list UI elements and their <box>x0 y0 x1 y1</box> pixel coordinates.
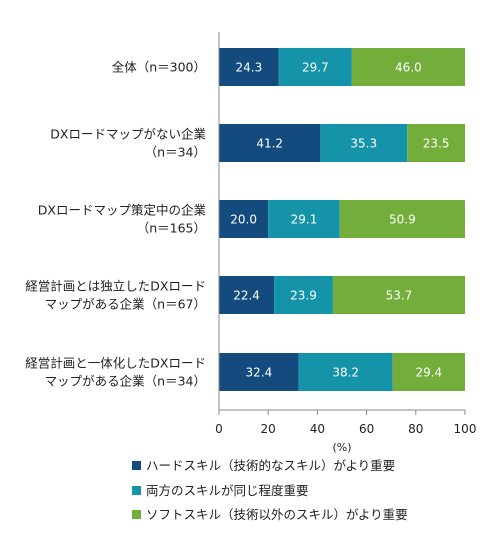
category-label: 経営計画と一体化したDXロード <box>25 356 206 371</box>
bar-segment <box>219 200 269 238</box>
bar-segment <box>219 353 299 391</box>
bar-segment <box>351 48 465 86</box>
legend-swatch <box>132 461 141 470</box>
data-label: 46.0 <box>395 61 422 75</box>
bar-segment <box>219 276 275 314</box>
category-label: マップがある企業（n＝67） <box>45 297 206 312</box>
data-label: 23.5 <box>423 137 450 151</box>
legend: ハードスキル（技術的なスキル）がより重要両方のスキルが同じ程度重要ソフトスキル（… <box>132 458 408 522</box>
x-tick-label: 100 <box>454 422 477 436</box>
data-label: 29.1 <box>291 213 318 227</box>
bar-segment <box>219 124 321 162</box>
bar-segment <box>392 353 465 391</box>
bar-segment <box>219 48 279 86</box>
bar-segment <box>298 353 393 391</box>
category-label: 全体（n＝300） <box>112 60 206 75</box>
category-labels: 全体（n＝300） DXロードマップがない企業 （n＝34） DXロードマップ策定中の… <box>25 60 206 389</box>
data-label: 32.4 <box>245 366 272 380</box>
legend-label: ソフトスキル（技術以外のスキル）がより重要 <box>146 507 408 522</box>
x-tick-label: 20 <box>261 422 276 436</box>
x-tick-label: 40 <box>310 422 325 436</box>
data-label: 23.9 <box>290 289 317 303</box>
category-label: 経営計画とは独立したDXロード <box>25 279 206 294</box>
category-label: DXロードマップ策定中の企業 <box>38 203 207 218</box>
bar-segment <box>320 124 408 162</box>
data-label: 29.4 <box>415 366 442 380</box>
category-label: DXロードマップがない企業 <box>50 127 206 142</box>
legend-swatch <box>132 510 141 519</box>
bar-segment <box>268 200 340 238</box>
data-label: 22.4 <box>233 289 260 303</box>
bar-segment <box>278 48 352 86</box>
data-label: 38.2 <box>332 366 359 380</box>
bar-segment <box>274 276 333 314</box>
data-label: 50.9 <box>389 213 416 227</box>
category-label: （n＝165） <box>137 221 206 236</box>
bar-segment <box>332 276 465 314</box>
legend-swatch <box>132 486 141 495</box>
x-tick-label: 80 <box>408 422 423 436</box>
data-label: 20.0 <box>230 213 257 227</box>
data-label: 35.3 <box>350 137 377 151</box>
x-tick-label: 0 <box>215 422 223 436</box>
category-label: （n＝34） <box>145 145 206 160</box>
data-label: 29.7 <box>302 61 329 75</box>
legend-label: ハードスキル（技術的なスキル）がより重要 <box>146 458 395 473</box>
x-tick-label: 60 <box>359 422 374 436</box>
data-label: 53.7 <box>386 289 413 303</box>
x-axis: 0 20 40 60 80 100 (%) <box>215 32 476 454</box>
bar-segment <box>407 124 465 162</box>
bars: 24.3 29.7 46.0 41.2 35.3 23.5 20.0 29.1 50.9 22.4… <box>219 48 465 391</box>
legend-label: 両方のスキルが同じ程度重要 <box>146 483 309 498</box>
x-axis-unit: (%) <box>332 441 351 454</box>
category-label: マップがある企業（n＝34） <box>45 374 206 389</box>
bar-segment <box>339 200 465 238</box>
data-label: 41.2 <box>256 137 283 151</box>
data-label: 24.3 <box>236 61 263 75</box>
